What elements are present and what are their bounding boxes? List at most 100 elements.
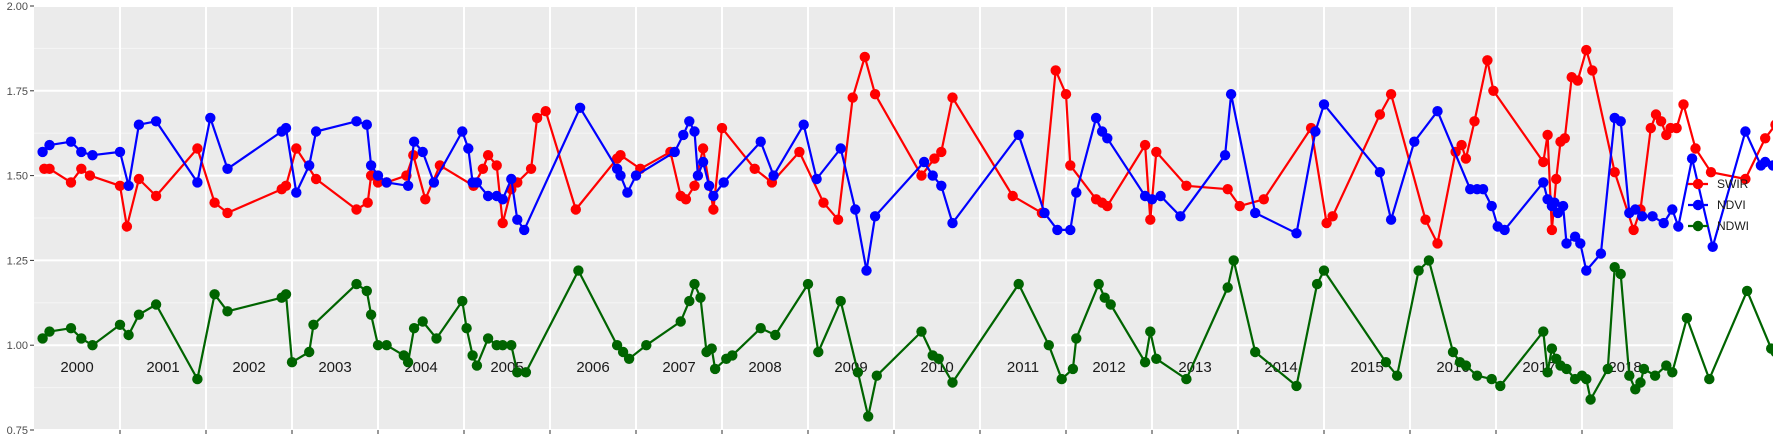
data-point-swir bbox=[1151, 146, 1162, 158]
data-point-ndwi bbox=[114, 319, 126, 330]
data-point-ndvi bbox=[512, 214, 523, 225]
data-point-ndvi bbox=[463, 143, 474, 154]
data-point-ndvi bbox=[1225, 89, 1237, 100]
data-point-ndvi bbox=[1575, 238, 1586, 249]
data-point-ndwi bbox=[365, 309, 377, 320]
data-point-swir bbox=[1678, 99, 1689, 110]
data-point-swir bbox=[1690, 143, 1701, 154]
data-point-swir bbox=[76, 163, 87, 174]
data-point-ndwi bbox=[133, 309, 145, 320]
y-tick-label: 1.00 bbox=[7, 340, 28, 352]
data-point-swir bbox=[929, 153, 940, 164]
data-point-ndvi bbox=[615, 170, 626, 181]
data-point-ndvi bbox=[1538, 177, 1549, 188]
data-point-swir bbox=[1628, 224, 1639, 236]
data-point-ndwi bbox=[916, 326, 927, 337]
y-tick-label: 1.50 bbox=[7, 171, 28, 183]
data-point-ndvi bbox=[1486, 200, 1497, 212]
data-point-ndwi bbox=[1667, 367, 1678, 378]
legend-key-point bbox=[1692, 220, 1704, 232]
data-point-ndwi bbox=[1661, 360, 1672, 371]
series-ndvi bbox=[37, 89, 1773, 276]
legend: SWIR NDVI NDWI bbox=[1688, 177, 1749, 233]
year-label: 2001 bbox=[146, 359, 179, 376]
data-point-ndwi bbox=[617, 346, 629, 358]
data-point-swir bbox=[859, 51, 870, 63]
data-point-swir bbox=[1760, 133, 1771, 144]
data-point-ndwi bbox=[520, 367, 532, 378]
data-point-ndvi bbox=[365, 160, 377, 171]
data-point-ndvi bbox=[205, 112, 216, 124]
data-point-ndwi bbox=[467, 350, 478, 361]
data-point-swir bbox=[680, 194, 692, 205]
data-point-ndvi bbox=[927, 170, 938, 181]
data-point-ndvi bbox=[310, 126, 322, 137]
data-point-ndwi bbox=[1704, 373, 1715, 385]
legend-item-swir: SWIR bbox=[1688, 177, 1749, 191]
data-point-ndvi bbox=[869, 211, 881, 222]
data-point-swir bbox=[491, 160, 502, 171]
data-point-swir bbox=[570, 204, 581, 215]
data-point-ndwi bbox=[1460, 360, 1472, 371]
data-point-ndvi bbox=[798, 119, 809, 130]
data-point-ndvi bbox=[1385, 214, 1397, 225]
grid-lines bbox=[34, 5, 1673, 431]
data-point-swir bbox=[1542, 129, 1553, 141]
data-point-ndwi bbox=[755, 323, 766, 334]
data-point-ndvi bbox=[1432, 106, 1443, 117]
data-point-ndvi bbox=[1637, 211, 1648, 222]
data-point-ndwi bbox=[1071, 333, 1082, 344]
data-point-swir bbox=[1420, 214, 1431, 225]
legend-label: NDVI bbox=[1717, 198, 1746, 212]
data-point-ndwi bbox=[933, 353, 944, 364]
data-point-ndwi bbox=[1413, 265, 1424, 276]
data-point-ndvi bbox=[372, 170, 384, 181]
year-label: 2003 bbox=[318, 359, 351, 376]
data-point-ndwi bbox=[1495, 380, 1506, 392]
data-point-swir bbox=[869, 89, 881, 100]
data-point-swir bbox=[482, 150, 494, 161]
data-point-ndvi bbox=[1219, 150, 1231, 161]
data-point-ndwi bbox=[1105, 299, 1116, 310]
data-point-ndwi bbox=[1093, 278, 1104, 290]
data-point-ndwi bbox=[222, 306, 233, 317]
data-point-ndwi bbox=[431, 333, 442, 344]
data-point-ndvi bbox=[1767, 160, 1773, 171]
data-point-ndvi bbox=[1549, 197, 1560, 208]
data-point-ndvi bbox=[1155, 190, 1166, 202]
data-point-ndwi bbox=[1770, 347, 1773, 357]
data-point-ndwi bbox=[835, 295, 846, 307]
data-point-swir bbox=[420, 194, 431, 205]
data-point-ndwi bbox=[1581, 373, 1592, 385]
data-point-swir bbox=[1065, 160, 1076, 171]
data-point-ndvi bbox=[381, 177, 392, 188]
data-point-ndwi bbox=[1681, 312, 1693, 324]
y-tick-label: 1.75 bbox=[7, 86, 28, 98]
data-point-ndwi bbox=[813, 346, 824, 358]
data-point-swir bbox=[280, 180, 292, 191]
data-point-ndvi bbox=[76, 146, 87, 158]
data-point-ndvi bbox=[1146, 194, 1158, 205]
data-point-ndwi bbox=[209, 289, 220, 300]
data-point-swir bbox=[1546, 224, 1558, 236]
data-point-ndwi bbox=[1013, 278, 1024, 290]
data-point-ndwi bbox=[641, 340, 652, 351]
data-point-ndwi bbox=[1561, 363, 1572, 375]
data-point-ndvi bbox=[482, 190, 494, 202]
data-point-ndvi bbox=[408, 136, 420, 147]
data-point-ndvi bbox=[708, 190, 719, 202]
data-point-ndvi bbox=[192, 177, 203, 188]
data-point-ndvi bbox=[1647, 211, 1658, 222]
data-point-ndvi bbox=[304, 160, 315, 171]
y-axis: 0.75 1.00 1.25 1.50 1.75 2.00 bbox=[7, 1, 34, 437]
data-point-swir bbox=[351, 204, 362, 215]
data-point-swir bbox=[1581, 44, 1592, 56]
data-point-ndvi bbox=[457, 126, 468, 137]
data-point-ndvi bbox=[1102, 133, 1113, 144]
data-point-ndwi bbox=[1471, 370, 1483, 381]
data-point-swir bbox=[1222, 184, 1233, 195]
data-point-swir bbox=[121, 221, 133, 232]
data-point-ndvi bbox=[1013, 129, 1024, 141]
data-point-swir bbox=[291, 143, 302, 154]
data-point-ndwi bbox=[871, 370, 882, 381]
